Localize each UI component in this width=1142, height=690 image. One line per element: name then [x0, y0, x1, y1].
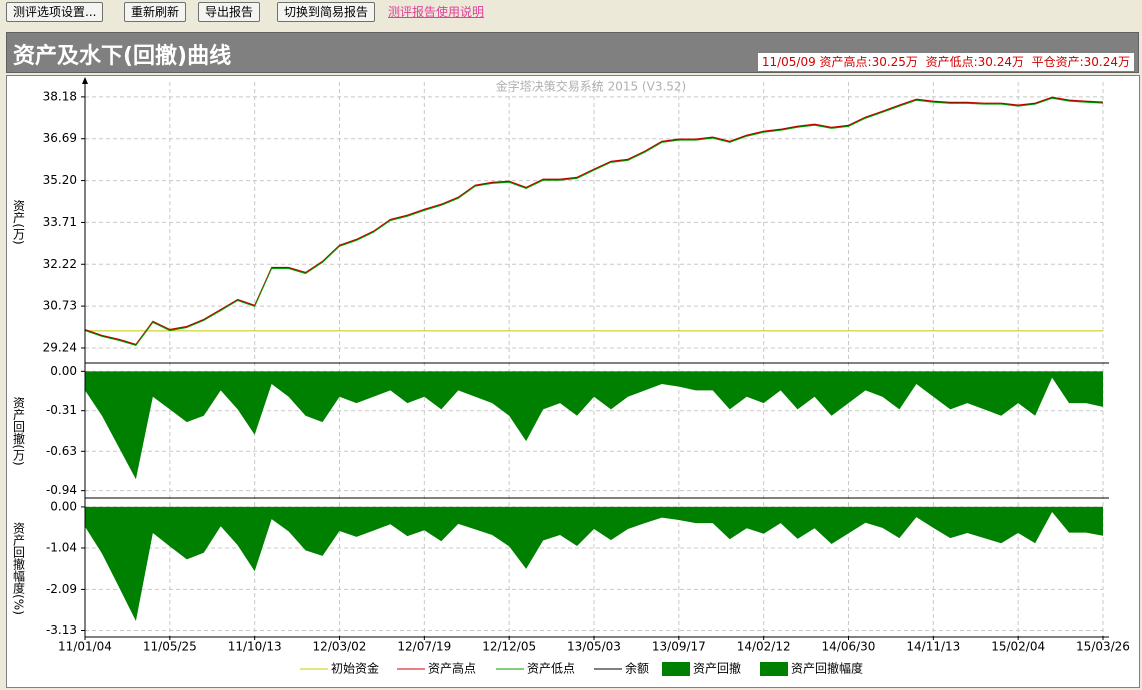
x-tick-label: 15/02/04: [991, 640, 1045, 654]
x-tick-label: 11/10/13: [228, 640, 282, 654]
y-tick-label: 0.00: [50, 499, 77, 513]
equity-line: [84, 97, 1104, 347]
y-tick-label: -0.94: [46, 483, 77, 497]
legend-label: 资产高点: [428, 661, 476, 676]
y-tick-label: -2.09: [46, 582, 77, 596]
x-tick-label: 14/06/30: [822, 640, 876, 654]
help-link[interactable]: 测评报告使用说明: [388, 5, 485, 19]
y-tick-label: -0.63: [46, 444, 77, 458]
y-axis-arrow: [82, 77, 88, 84]
legend-label: 资产回撤幅度: [791, 661, 863, 676]
legend-label: 余额: [625, 661, 649, 676]
y-tick-label: 0.00: [50, 364, 77, 378]
watermark: 金字塔决策交易系统 2015 (V3.52): [496, 79, 686, 94]
x-tick-label: 12/03/02: [313, 640, 367, 654]
x-tick-label: 11/01/04: [58, 640, 112, 654]
x-tick-label: 14/11/13: [906, 640, 960, 654]
x-tick-label: 14/02/12: [737, 640, 791, 654]
drawdown-area: [85, 506, 1103, 621]
y-tick-label: 36.69: [43, 131, 77, 145]
y-tick-label: 33.71: [43, 215, 77, 229]
refresh-button[interactable]: 重新刷新: [124, 2, 187, 22]
options-button[interactable]: 测评选项设置...: [6, 2, 104, 22]
y-tick-label: -0.31: [46, 403, 77, 417]
x-tick-label: 15/03/26: [1076, 640, 1130, 654]
x-tick-label: 13/05/03: [567, 640, 621, 654]
legend-label: 资产低点: [527, 662, 575, 676]
header-title: 资产及水下(回撤)曲线: [13, 44, 232, 69]
legend-label: 初始资金: [331, 661, 379, 676]
y-tick-label: 32.22: [43, 257, 77, 271]
legend-label: 资产回撤: [693, 661, 741, 676]
y-tick-label: -1.04: [46, 540, 77, 554]
y-axis-label: 资产(万): [12, 199, 26, 245]
y-tick-label: 38.18: [43, 89, 77, 103]
x-tick-label: 12/07/19: [397, 640, 451, 654]
y-axis-label: 资产回撤(万): [12, 396, 26, 466]
x-tick-label: 11/05/25: [143, 640, 197, 654]
y-tick-label: 30.73: [43, 299, 77, 313]
export-button[interactable]: 导出报告: [198, 2, 261, 22]
legend-swatch: [662, 662, 690, 676]
header: 资产及水下(回撤)曲线 11/05/09 资产高点:30.25万 资产低点:30…: [6, 32, 1139, 73]
header-info: 11/05/09 资产高点:30.25万 资产低点:30.24万 平仓资产:30…: [756, 52, 1135, 72]
switch-button[interactable]: 切换到简易报告: [277, 2, 376, 22]
chart: 11/01/04 11/05/25 11/10/13 12/03/02 12/07/19…: [6, 75, 1140, 688]
y-tick-label: 35.20: [43, 173, 77, 187]
legend-swatch: [760, 662, 788, 676]
x-tick-label: 13/09/17: [652, 640, 706, 654]
y-tick-label: -3.13: [46, 623, 77, 637]
y-axis-label: 资产回撤幅度(%): [12, 522, 26, 615]
y-tick-label: 29.24: [43, 340, 77, 354]
drawdown-area: [85, 371, 1103, 480]
x-tick-label: 12/12/05: [482, 640, 536, 654]
toolbar: 测评选项设置... 重新刷新 导出报告 切换到简易报告 测评报告使用说明: [0, 0, 1142, 30]
